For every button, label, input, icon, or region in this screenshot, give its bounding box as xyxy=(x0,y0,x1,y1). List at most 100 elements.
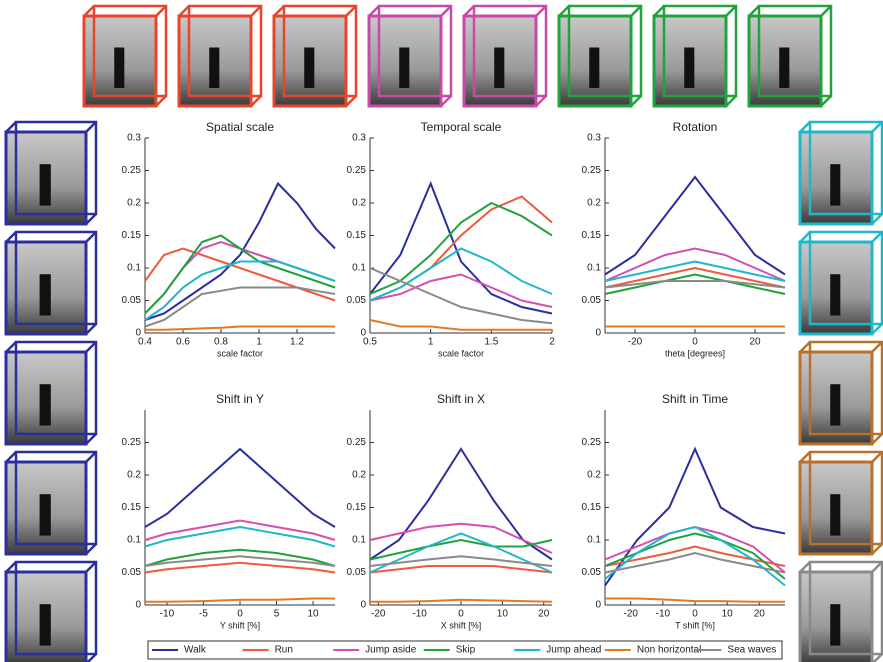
cube-edge xyxy=(86,452,96,462)
series-line xyxy=(145,236,335,314)
y-tick-label: 0.1 xyxy=(352,535,366,546)
y-tick-label: 0 xyxy=(595,328,601,339)
series-line xyxy=(145,527,335,547)
y-tick-label: 0 xyxy=(135,600,141,611)
thumbnail xyxy=(6,232,96,334)
cube-edge xyxy=(536,6,546,16)
y-tick-label: 0.25 xyxy=(582,165,602,176)
cube-edge xyxy=(86,342,96,352)
x-tick-label: 1 xyxy=(256,337,262,348)
legend-label: Sea waves xyxy=(727,645,776,656)
thumbnail xyxy=(749,6,831,106)
y-tick-label: 0.25 xyxy=(122,165,142,176)
cube-edge xyxy=(86,232,96,242)
x-tick-label: 0.6 xyxy=(176,337,190,348)
y-tick-label: 0 xyxy=(595,600,601,611)
y-tick-label: 0.2 xyxy=(127,470,141,481)
x-tick-label: 0.8 xyxy=(214,337,228,348)
cube-edge xyxy=(872,562,882,572)
x-axis-label: X shift [%] xyxy=(441,620,482,630)
page: {"chart_data": [ {"type": "line", "title… xyxy=(0,0,883,662)
x-tick-label: 1.2 xyxy=(290,337,304,348)
series-line xyxy=(145,449,335,527)
thumbnail-figure xyxy=(830,274,840,315)
x-axis-label: Y shift [%] xyxy=(220,620,260,630)
thumbnail xyxy=(800,452,882,554)
y-tick-label: 0.25 xyxy=(582,437,602,448)
y-tick-label: 0.15 xyxy=(347,502,367,513)
thumbnail xyxy=(800,342,882,444)
x-tick-label: 2 xyxy=(549,337,555,348)
x-tick-label: 20 xyxy=(754,609,766,620)
cube-edge xyxy=(251,6,261,16)
series-line xyxy=(605,262,785,282)
thumbnail-figure xyxy=(830,494,840,535)
y-tick-label: 0.3 xyxy=(352,133,366,144)
thumbnail xyxy=(800,232,882,334)
thumbnail xyxy=(559,6,641,106)
series-line xyxy=(370,524,552,553)
cube-edge xyxy=(821,6,831,16)
x-tick-label: 0 xyxy=(692,609,698,620)
thumbnail xyxy=(6,342,96,444)
thumbnail-figure xyxy=(589,48,599,89)
y-tick-label: 0.05 xyxy=(347,567,367,578)
y-tick-label: 0.05 xyxy=(347,295,367,306)
cube-edge xyxy=(441,6,451,16)
cube-edge xyxy=(86,562,96,572)
x-axis-label: scale factor xyxy=(438,348,484,358)
y-tick-label: 0.1 xyxy=(352,263,366,274)
legend-label: Run xyxy=(275,645,293,656)
x-tick-label: 20 xyxy=(538,609,550,620)
legend-label: Jump aside xyxy=(365,645,417,656)
y-tick-label: 0.1 xyxy=(127,263,141,274)
y-tick-label: 0.25 xyxy=(347,165,367,176)
thumbnail xyxy=(800,122,882,224)
y-tick-label: 0.2 xyxy=(352,470,366,481)
x-tick-label: 0 xyxy=(692,337,698,348)
series-line xyxy=(605,177,785,275)
y-tick-label: 0.2 xyxy=(352,198,366,209)
thumbnail-figure xyxy=(830,164,840,205)
thumbnail-figure xyxy=(114,48,124,89)
chart-title: Shift in Y xyxy=(216,392,264,406)
x-tick-label: 0.4 xyxy=(138,337,152,348)
x-tick-label: 20 xyxy=(749,337,761,348)
x-tick-label: -10 xyxy=(412,609,427,620)
cube-edge xyxy=(872,232,882,242)
thumbnail xyxy=(6,122,96,224)
y-tick-label: 0.15 xyxy=(122,230,142,241)
x-tick-label: 5 xyxy=(274,609,280,620)
thumbnail-figure xyxy=(40,384,51,425)
y-tick-label: 0.25 xyxy=(347,437,367,448)
thumbnail-figure xyxy=(830,384,840,425)
thumbnail-figure xyxy=(830,604,840,645)
y-tick-label: 0.15 xyxy=(122,502,142,513)
thumbnail xyxy=(6,452,96,554)
thumbnail xyxy=(654,6,736,106)
thumbnail-figure xyxy=(779,48,789,89)
x-tick-label: -10 xyxy=(160,609,175,620)
series-line xyxy=(605,599,785,602)
series-line xyxy=(605,449,785,586)
cube-edge xyxy=(872,452,882,462)
y-tick-label: 0.1 xyxy=(587,535,601,546)
thumbnail-figure xyxy=(304,48,314,89)
y-tick-label: 0.2 xyxy=(127,198,141,209)
thumbnail-figure xyxy=(40,494,51,535)
y-tick-label: 0.25 xyxy=(122,437,142,448)
y-tick-label: 0.1 xyxy=(587,263,601,274)
thumbnail-figure xyxy=(684,48,694,89)
thumbnail xyxy=(274,6,356,106)
x-tick-label: -20 xyxy=(628,337,643,348)
thumbnail-figure xyxy=(40,274,51,315)
chart-title: Spatial scale xyxy=(206,120,274,134)
y-tick-label: 0.15 xyxy=(347,230,367,241)
cube-edge xyxy=(156,6,166,16)
cube-edge xyxy=(726,6,736,16)
y-tick-label: 0.1 xyxy=(127,535,141,546)
thumbnail-figure xyxy=(209,48,219,89)
figure: Spatial scale00.050.10.150.20.250.30.40.… xyxy=(0,0,883,662)
y-tick-label: 0.2 xyxy=(587,470,601,481)
cube-edge xyxy=(346,6,356,16)
